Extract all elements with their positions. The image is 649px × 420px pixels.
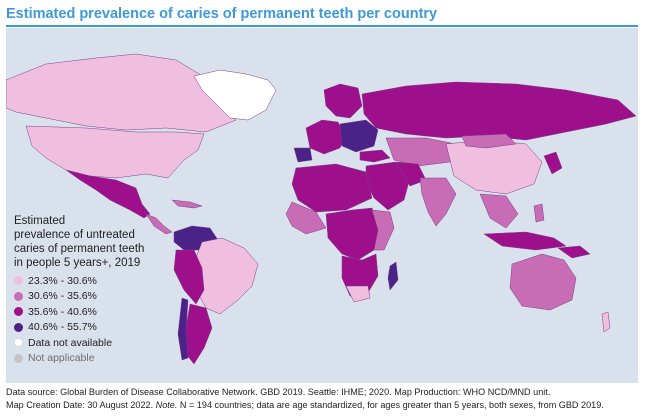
- turkey-region: [359, 149, 391, 163]
- mongolia-region: [461, 133, 517, 149]
- legend-swatch-6: [14, 353, 23, 363]
- legend-item-6: Not applicable: [14, 351, 214, 367]
- central-asia-region: [385, 137, 457, 167]
- legend-label-6: Not applicable: [28, 352, 95, 365]
- peru-bolivia-region: [173, 249, 205, 305]
- usa-region: [25, 125, 205, 179]
- legend-swatch-1: [14, 276, 23, 286]
- footer-date: Map Creation Date: 30 August 2022.: [6, 399, 156, 410]
- korea-japan-region: [543, 151, 563, 175]
- indonesia-region: [483, 231, 567, 251]
- legend-item-1: 23.3% - 30.6%: [14, 273, 214, 289]
- china-region: [445, 139, 543, 195]
- legend-label-4: 40.6% - 55.7%: [28, 321, 97, 334]
- map-legend: Estimated prevalence of untreated caries…: [14, 214, 214, 366]
- legend-label-2: 30.6% - 35.6%: [28, 290, 97, 303]
- greenland-region: [193, 69, 277, 121]
- world-map: Estimated prevalence of untreated caries…: [6, 28, 638, 383]
- east-africa-region: [371, 209, 395, 251]
- southeast-asia-region: [479, 193, 519, 229]
- footer-source-line: Data source: Global Burden of Disease Co…: [6, 387, 551, 397]
- footer-note-text: N = 194 countries; data are age standard…: [177, 399, 604, 410]
- legend-label-3: 35.6% - 40.6%: [28, 305, 97, 318]
- north-africa-region: [291, 163, 373, 213]
- west-africa-region: [285, 201, 327, 235]
- caribbean-region: [171, 199, 203, 209]
- legend-item-4: 40.6% - 55.7%: [14, 320, 214, 336]
- map-footer: Data source: Global Burden of Disease Co…: [6, 386, 646, 411]
- iberia-region: [293, 147, 313, 163]
- legend-title: Estimated prevalence of untreated caries…: [14, 215, 145, 269]
- india-region: [419, 177, 457, 227]
- footer-note-line: Map Creation Date: 30 August 2022. Note.…: [6, 399, 646, 412]
- south-africa-region: [345, 285, 371, 303]
- new-zealand-region: [601, 311, 611, 333]
- philippines-region: [533, 203, 545, 223]
- legend-item-5: Data not available: [14, 335, 214, 351]
- scandinavia-region: [323, 83, 363, 119]
- central-america-region: [145, 213, 173, 235]
- legend-swatch-4: [14, 322, 23, 332]
- legend-swatch-2: [14, 291, 23, 301]
- eastern-europe-region: [339, 119, 379, 153]
- papua-region: [557, 245, 591, 259]
- world-map-svg: [6, 53, 637, 365]
- australia-region: [509, 253, 577, 311]
- canada-region: [6, 53, 237, 133]
- legend-swatch-3: [14, 307, 23, 317]
- legend-label-5: Data not available: [28, 336, 113, 349]
- legend-label-1: 23.3% - 30.6%: [28, 274, 97, 287]
- madagascar-region: [387, 261, 399, 291]
- title-rule: [6, 25, 638, 27]
- legend-item-2: 30.6% - 35.6%: [14, 289, 214, 305]
- russia-region: [361, 81, 637, 141]
- map-title: Estimated prevalence of caries of perman…: [6, 6, 438, 22]
- footer-note-label: Note.: [155, 399, 178, 410]
- southern-africa-region: [341, 253, 379, 297]
- mexico-region: [65, 169, 151, 219]
- chile-region: [177, 297, 189, 361]
- legend-swatch-5: [14, 338, 23, 348]
- central-africa-region: [325, 207, 381, 261]
- legend-item-3: 35.6% - 40.6%: [14, 304, 214, 320]
